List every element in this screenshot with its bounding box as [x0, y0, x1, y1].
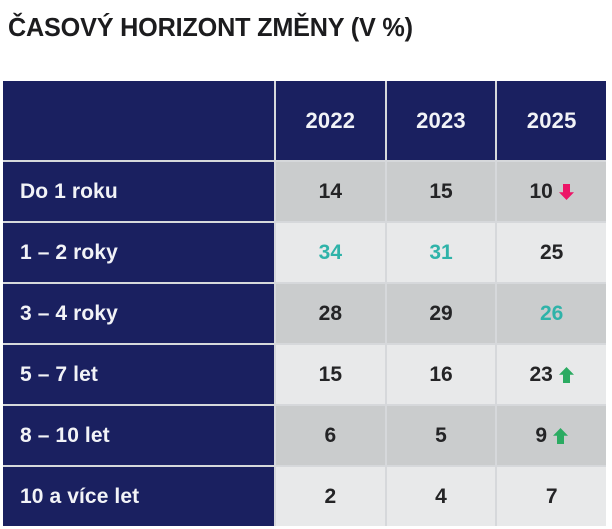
value-cell: 9 — [497, 406, 606, 465]
cell-value: 25 — [539, 240, 564, 264]
value-cell: 5 — [386, 406, 496, 465]
value-cell: 2 — [276, 467, 385, 526]
row-label: 5 – 7 let — [3, 345, 274, 404]
cell-value: 15 — [429, 179, 453, 203]
cell-value: 7 — [545, 484, 558, 508]
value-cell: 34 — [276, 223, 385, 282]
value-cell: 4 — [386, 467, 496, 526]
value-cell: 23 — [497, 345, 606, 404]
value-cell: 26 — [497, 284, 606, 343]
value-cell: 6 — [276, 406, 385, 465]
row-label: 1 – 2 roky — [3, 223, 274, 282]
value-cell: 25 — [497, 223, 606, 282]
value-cell: 14 — [276, 162, 385, 221]
cell-value: 28 — [318, 301, 342, 325]
cell-value: 26 — [539, 301, 564, 325]
value-cell: 7 — [497, 467, 606, 526]
row-label: 8 – 10 let — [3, 406, 274, 465]
row-label: 3 – 4 roky — [3, 284, 274, 343]
up-arrow-icon — [558, 366, 574, 383]
value-cell: 29 — [386, 284, 496, 343]
cell-value: 10 — [529, 179, 553, 203]
value-cell: 15 — [386, 162, 496, 221]
down-arrow-icon — [558, 183, 574, 200]
value-cell: 16 — [386, 345, 496, 404]
column-header-2023: 2023 — [386, 81, 496, 160]
up-arrow-icon — [553, 427, 568, 444]
cell-value: 23 — [529, 362, 553, 386]
cell-value: 16 — [429, 362, 453, 386]
table-corner-cell — [3, 81, 274, 160]
row-label: Do 1 roku — [3, 162, 274, 221]
cell-value: 2 — [324, 484, 337, 508]
cell-value: 15 — [318, 362, 342, 386]
value-cell: 28 — [276, 284, 385, 343]
cell-value: 9 — [535, 423, 547, 447]
value-cell: 15 — [276, 345, 385, 404]
cell-value: 34 — [318, 240, 342, 264]
cell-value: 29 — [429, 301, 453, 325]
value-cell: 10 — [497, 162, 606, 221]
cell-value: 5 — [435, 423, 447, 447]
cell-value: 4 — [435, 484, 447, 508]
time-horizon-table: 2022 2023 2025 Do 1 roku 14 15 10 1 – 2 roky 34 3… — [3, 81, 606, 526]
cell-value: 6 — [324, 423, 337, 447]
column-header-2022: 2022 — [276, 81, 385, 160]
page-title: ČASOVÝ HORIZONT ZMĚNY (V %) — [8, 12, 413, 42]
column-header-2025: 2025 — [497, 81, 606, 160]
cell-value: 14 — [318, 179, 342, 203]
row-label: 10 a více let — [3, 467, 274, 526]
cell-value: 31 — [429, 240, 453, 264]
value-cell: 31 — [386, 223, 496, 282]
